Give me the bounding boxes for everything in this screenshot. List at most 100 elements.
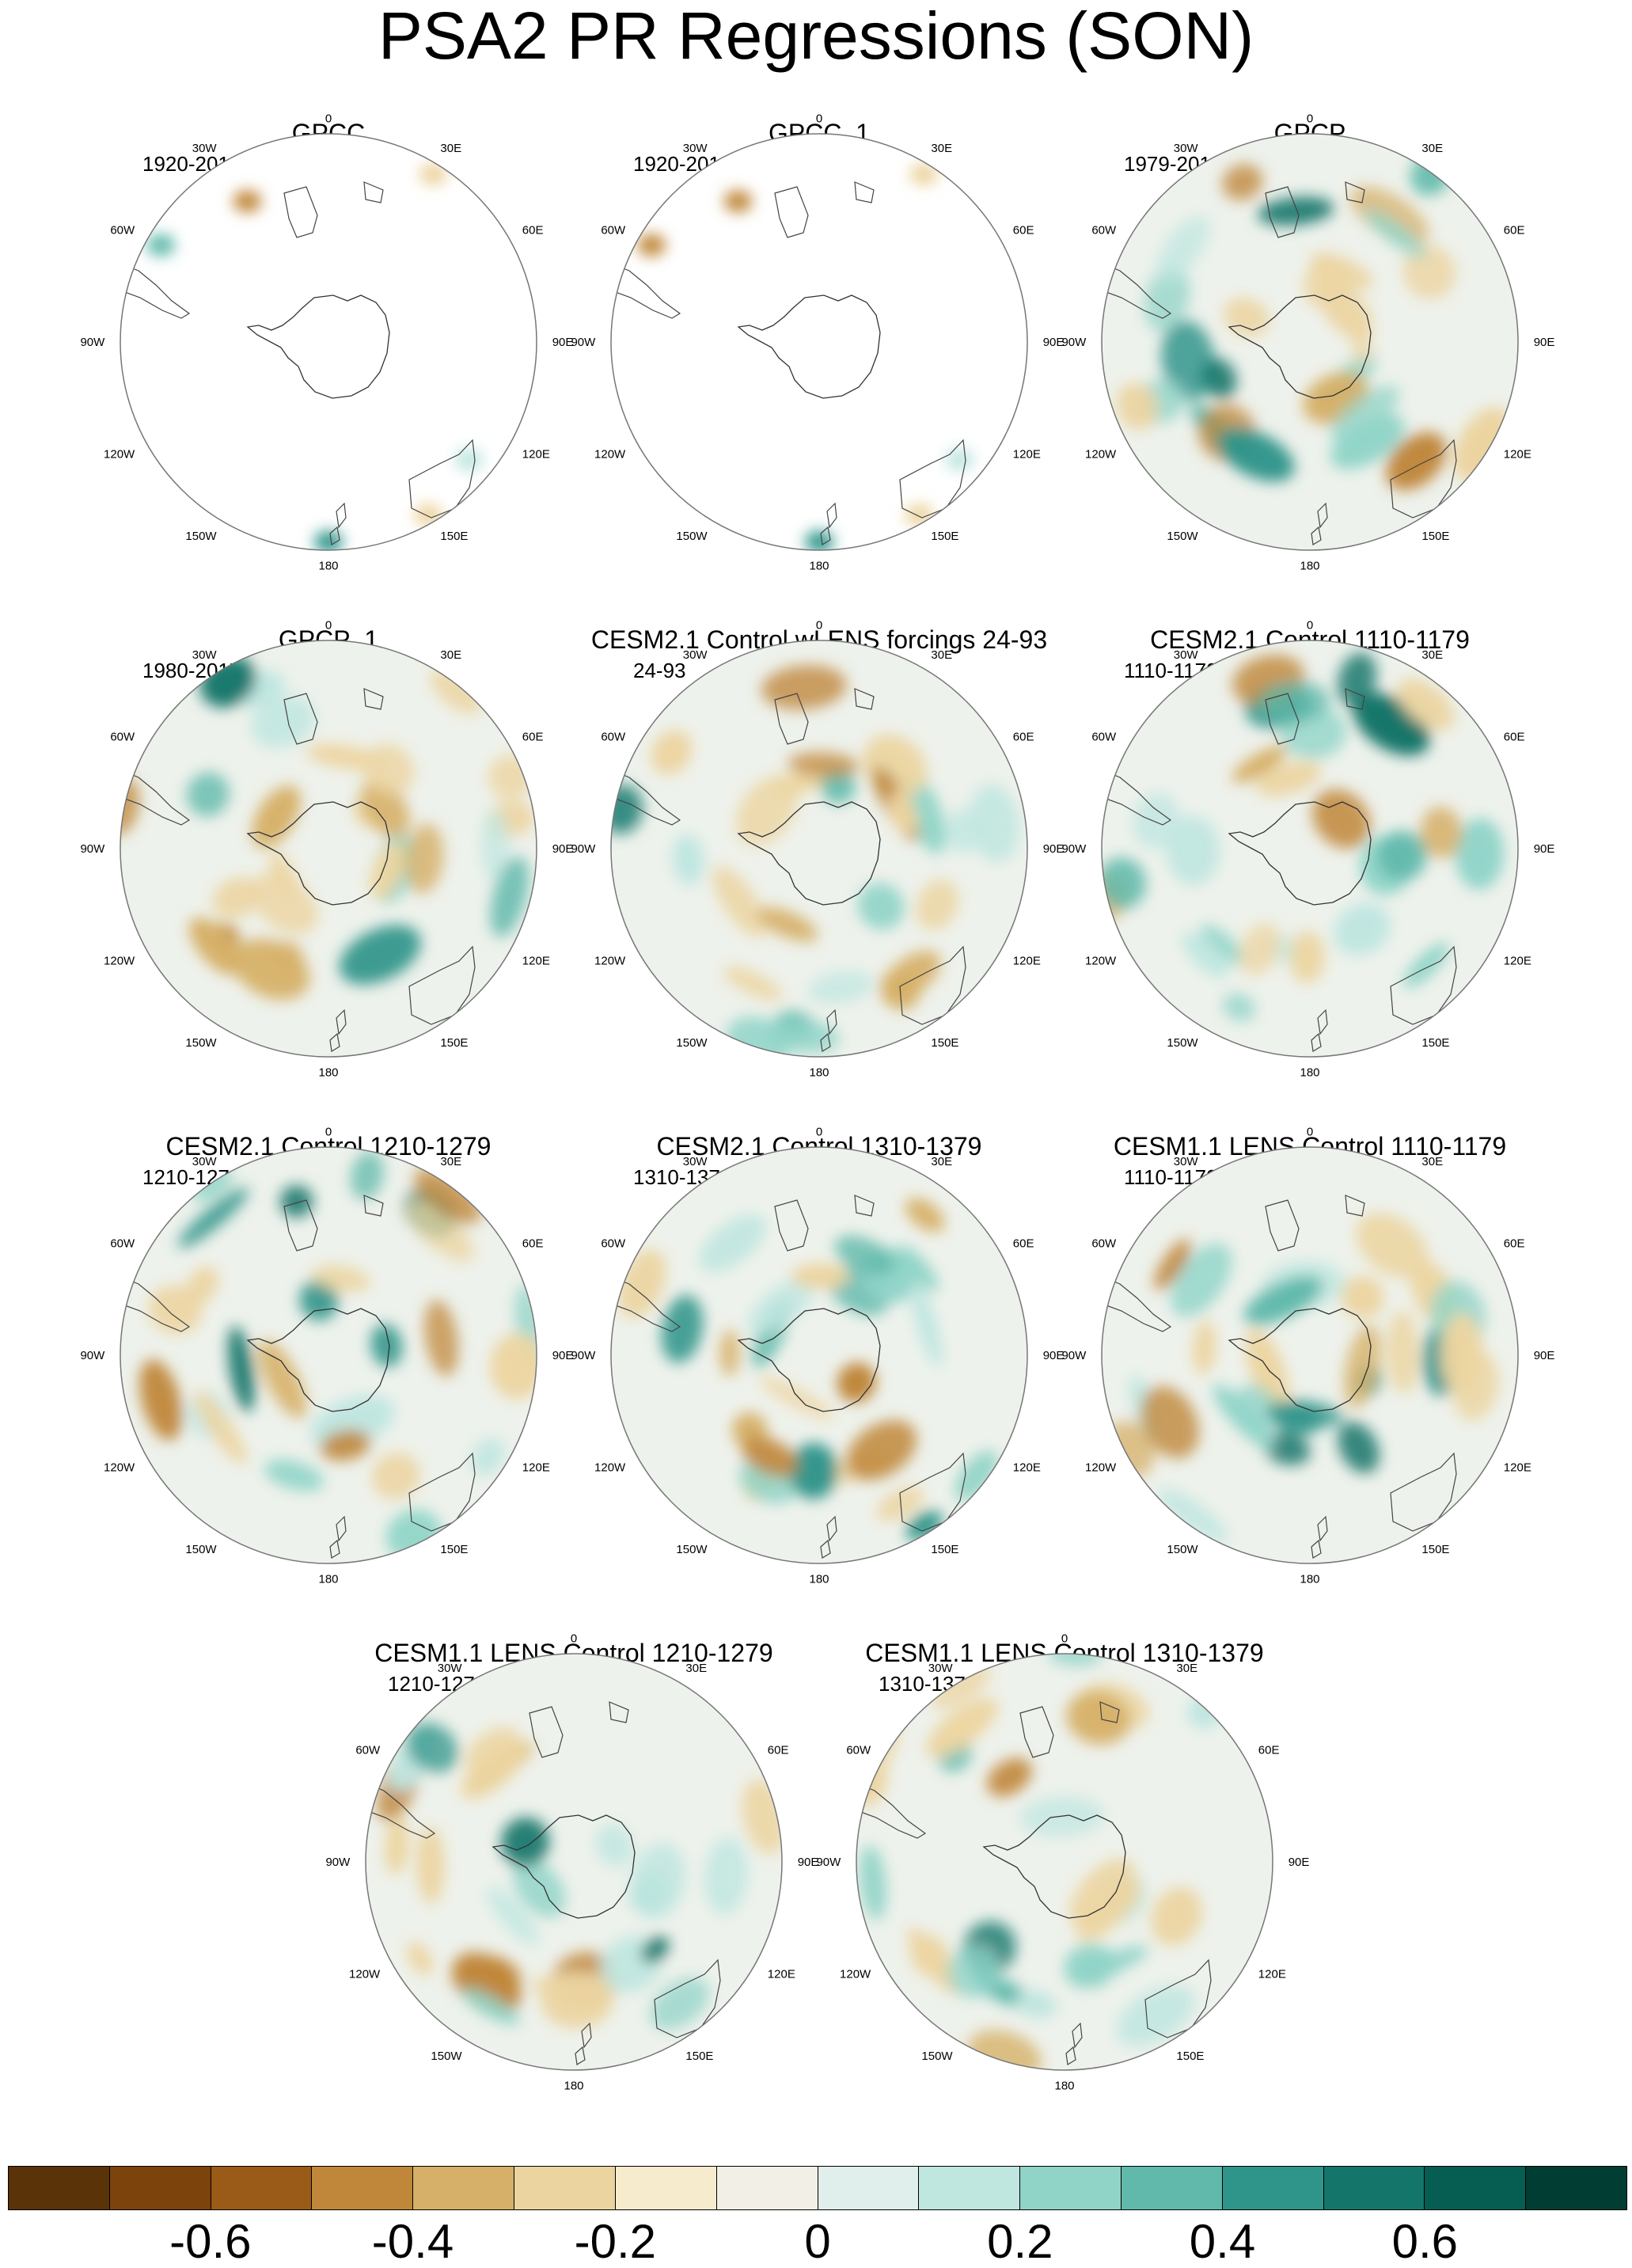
longitude-label: 120W xyxy=(1085,447,1117,461)
longitude-label: 120W xyxy=(104,447,135,461)
precip-anomaly xyxy=(461,1988,521,2026)
precip-anomaly xyxy=(406,1723,458,1773)
precip-anomaly xyxy=(1217,427,1295,482)
polar-map: 0 30E 60E 90E 120E 150E 180 150W 120W 90W 60W 30W xyxy=(80,112,573,572)
precip-anomaly xyxy=(251,872,318,934)
precip-anomaly xyxy=(860,1845,887,1920)
precip-anomaly xyxy=(1402,245,1456,299)
longitude-label: 90E xyxy=(1043,1349,1065,1362)
precip-anomaly xyxy=(371,1453,420,1499)
colorbar-box xyxy=(818,2167,920,2209)
precip-anomaly xyxy=(876,1487,924,1521)
colorbar-labels: -0.6 -0.4 -0.2 0 0.2 0.4 0.6 xyxy=(8,2215,1627,2268)
antarctica-coastline xyxy=(491,1814,636,1919)
map-boundary xyxy=(120,640,537,1058)
precip-anomaly xyxy=(1047,1654,1103,1667)
longitude-label: 150E xyxy=(1421,1543,1449,1556)
longitude-label: 150W xyxy=(1167,1543,1198,1556)
longitude-label: 60E xyxy=(522,1237,544,1251)
longitude-label: 150W xyxy=(676,1543,708,1556)
precip-anomaly xyxy=(471,1438,505,1476)
longitude-label: 90W xyxy=(325,1856,351,1869)
longitude-label: 0 xyxy=(325,1125,332,1138)
precip-anomaly xyxy=(969,784,1019,863)
longitude-label: 60E xyxy=(1504,224,1525,237)
longitude-label: 120W xyxy=(1085,954,1117,967)
precip-anomaly xyxy=(1386,432,1447,491)
longitude-label: 150E xyxy=(931,1543,958,1556)
longitude-label: 60E xyxy=(1258,1744,1280,1757)
map-boundary xyxy=(610,640,1028,1058)
longitude-label: 0 xyxy=(325,618,332,632)
longitude-label: 60W xyxy=(601,731,626,744)
precip-anomaly xyxy=(1319,283,1372,340)
antarctica-coastline xyxy=(1228,801,1372,906)
precip-anomaly xyxy=(405,823,444,895)
map-panel: GPCC 1920-2018 0 30E 60E 90E 120E 150E 180 150W 12… xyxy=(80,112,573,578)
longitude-label: 150W xyxy=(921,2050,953,2063)
longitude-label: 90W xyxy=(571,842,596,856)
longitude-label: 90W xyxy=(1061,1349,1087,1362)
precip-anomaly xyxy=(419,163,448,186)
precip-anomaly xyxy=(1440,1313,1483,1396)
longitude-label: 30E xyxy=(440,142,461,155)
longitude-label: 90W xyxy=(571,336,596,349)
longitude-label: 90E xyxy=(552,1349,574,1362)
antarctica-coastline xyxy=(737,294,881,399)
longitude-label: 120E xyxy=(522,447,550,461)
precip-anomaly xyxy=(911,1281,943,1368)
longitude-label: 30E xyxy=(440,1155,461,1168)
longitude-label: 60W xyxy=(110,224,135,237)
precip-anomaly xyxy=(1258,681,1330,724)
longitude-label: 180 xyxy=(1300,1066,1319,1080)
polar-map: 0 30E 60E 90E 120E 150E 180 150W 120W 90W 60W 30W xyxy=(1061,618,1554,1080)
precip-anomaly xyxy=(407,1942,434,1976)
longitude-label: 180 xyxy=(1300,560,1319,573)
colorbar-box xyxy=(211,2167,313,2209)
antarctica-coastline xyxy=(737,1308,881,1412)
longitude-label: 150W xyxy=(185,530,217,543)
longitude-label: 150E xyxy=(931,1036,958,1050)
longitude-label: 150E xyxy=(440,1543,468,1556)
precip-anomaly xyxy=(704,1837,748,1916)
precip-anomaly xyxy=(486,1886,539,1945)
precip-anomaly xyxy=(1337,652,1377,707)
precip-anomaly xyxy=(1272,1402,1322,1436)
longitude-label: 90W xyxy=(571,1349,596,1362)
precip-anomaly xyxy=(947,1945,1000,1999)
longitude-label: 120W xyxy=(594,1461,626,1474)
precip-anomaly xyxy=(232,938,310,1001)
precip-anomaly xyxy=(1311,789,1371,849)
polar-map: 0 30E 60E 90E 120E 150E 180 150W 120W 90W 60W 30W xyxy=(571,112,1064,573)
precip-anomaly xyxy=(742,1436,798,1477)
map-panel: GPCC_1 1920-2018 0 30E 60E 90E 120E 150E 180 150W… xyxy=(571,112,1064,578)
precip-anomaly xyxy=(430,669,481,714)
longitude-label: 60W xyxy=(1091,224,1117,237)
precip-anomaly xyxy=(1255,761,1322,796)
precip-anomaly xyxy=(1076,1882,1142,1943)
longitude-label: 90E xyxy=(552,336,574,349)
longitude-label: 150E xyxy=(931,530,958,543)
longitude-label: 0 xyxy=(816,1125,822,1138)
colorbar-box xyxy=(109,2167,211,2209)
precip-anomaly xyxy=(481,808,510,883)
precip-anomaly xyxy=(1156,215,1209,282)
antarctica-coastline xyxy=(246,801,390,906)
precip-anomaly xyxy=(1157,1488,1228,1543)
longitude-label: 180 xyxy=(809,560,829,573)
antarctica-coastline xyxy=(246,1308,390,1412)
longitude-label: 30W xyxy=(1174,648,1199,662)
longitude-label: 180 xyxy=(1054,2080,1074,2093)
precip-anomaly xyxy=(637,234,666,256)
precip-anomaly xyxy=(501,1817,549,1867)
longitude-label: 0 xyxy=(816,618,822,632)
precip-anomaly xyxy=(212,876,261,919)
longitude-label: 60W xyxy=(1091,1237,1117,1251)
precip-anomaly xyxy=(1192,1320,1216,1376)
precip-anomaly xyxy=(906,775,946,855)
precip-anomaly xyxy=(1387,1310,1419,1394)
longitude-label: 120W xyxy=(1085,1461,1117,1474)
colorbar-tick-label: 0.6 xyxy=(1391,2215,1459,2268)
precip-anomaly xyxy=(1161,320,1216,401)
precip-anomaly xyxy=(1289,931,1325,983)
